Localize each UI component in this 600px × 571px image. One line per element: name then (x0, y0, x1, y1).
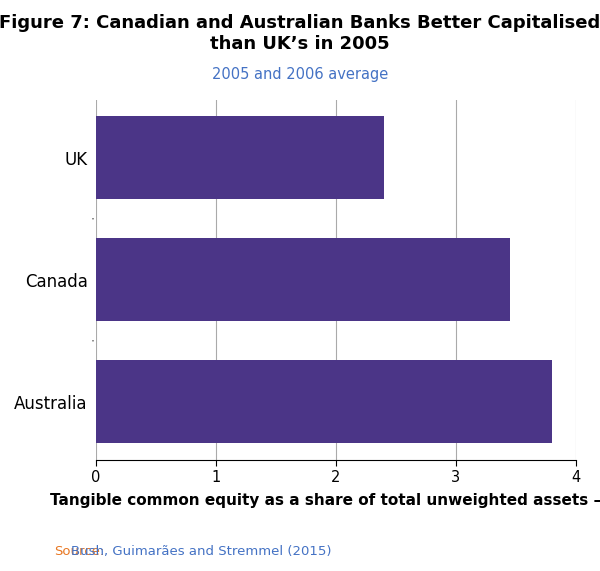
Bar (96, 238, 510, 321)
Bar (96, 116, 384, 199)
X-axis label: Tangible common equity as a share of total unweighted assets – %: Tangible common equity as a share of tot… (50, 493, 600, 508)
Text: Bush, Guimarães and Stremmel (2015): Bush, Guimarães and Stremmel (2015) (54, 545, 331, 558)
Bar (96, 360, 552, 443)
Text: Figure 7: Canadian and Australian Banks Better Capitalised
than UK’s in 2005: Figure 7: Canadian and Australian Banks … (0, 14, 600, 53)
Text: Source:: Source: (54, 545, 104, 558)
Text: 2005 and 2006 average: 2005 and 2006 average (212, 67, 388, 82)
